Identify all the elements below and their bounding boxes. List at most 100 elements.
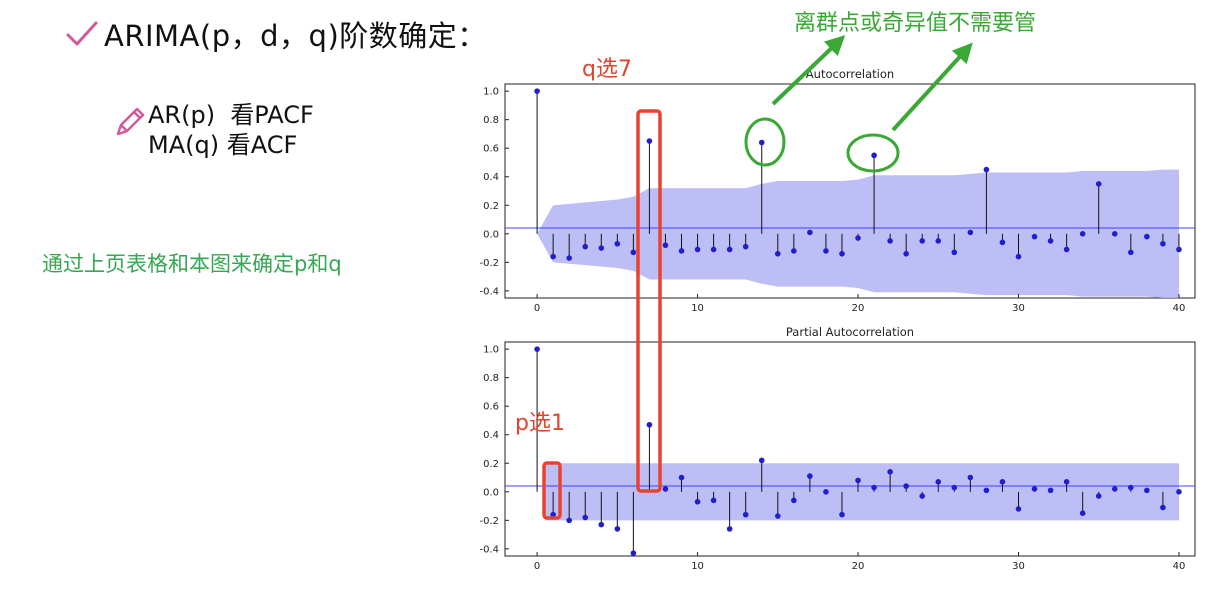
acf-point-lag-38	[1144, 233, 1150, 240]
pacf-xtick-label: 20	[852, 561, 865, 572]
acf-xtick-label: 40	[1173, 303, 1186, 314]
acf-point-lag-27	[967, 229, 974, 236]
pacf-point-lag-2	[566, 517, 572, 524]
pacf-point-lag-25	[935, 479, 942, 485]
pacf-point-lag-13	[742, 511, 749, 518]
pacf-plot: 1.0 0.8 0.6 0.4 0.2 0.0 -0.2 -0.4 0 10 20 30 40 Par…	[479, 325, 1196, 572]
pacf-point-lag-4	[598, 521, 605, 528]
pacf-ytick-label: 0.6	[483, 402, 499, 413]
pacf-point-lag-27	[967, 474, 974, 481]
acf-stems	[534, 88, 1182, 261]
pacf-point-lag-24	[919, 493, 926, 499]
acf-ytick-label: 0.8	[483, 115, 499, 126]
acf-xtick-label: 20	[852, 303, 865, 314]
pacf-point-lag-18	[823, 489, 829, 495]
outlier-arrow-2	[891, 42, 973, 132]
pacf-ytick-label: 0.4	[483, 430, 499, 441]
acf-point-lag-1	[550, 253, 556, 260]
q-highlight-box	[636, 109, 662, 493]
acf-point-lag-36	[1111, 231, 1118, 237]
pacf-xtick-label: 30	[1012, 561, 1025, 572]
pacf-point-lag-37	[1128, 484, 1134, 491]
acf-point-lag-20	[855, 235, 861, 241]
acf-point-lag-19	[839, 250, 845, 257]
acf-point-lag-40	[1176, 246, 1182, 253]
pacf-point-lag-34	[1079, 510, 1086, 516]
outlier-note: 离群点或奇异值不需要管	[794, 11, 1036, 36]
acf-point-lag-8	[662, 242, 669, 249]
pacf-point-lag-14	[758, 457, 765, 464]
pacf-confidence-band	[545, 463, 1179, 521]
pacf-ytick-label: -0.2	[479, 516, 499, 527]
acf-point-lag-37	[1128, 249, 1134, 256]
acf-point-lag-35	[1095, 181, 1102, 187]
pacf-point-lag-39	[1160, 504, 1166, 511]
slide-title: ARIMA(p，d，q)阶数确定：	[104, 19, 487, 53]
pacf-point-lag-23	[903, 483, 909, 489]
acf-point-lag-32	[1047, 238, 1054, 244]
pacf-point-lag-15	[774, 513, 781, 519]
acf-point-lag-0	[534, 88, 540, 94]
acf-point-lag-12	[726, 246, 733, 253]
slide-title-row: ARIMA(p，d，q)阶数确定：	[60, 8, 487, 60]
acf-ytick-label: 0.2	[483, 201, 499, 212]
acf-ytick-label: 0.4	[483, 172, 499, 183]
pacf-point-lag-7	[646, 421, 653, 428]
acf-point-lag-26	[951, 249, 958, 256]
pacf-point-lag-38	[1144, 487, 1150, 494]
pacf-frame	[504, 341, 1196, 557]
pacf-x-axis: 0 10 20 30 40	[534, 552, 1185, 572]
pacf-point-lag-21	[871, 484, 877, 491]
pacf-point-lag-35	[1095, 493, 1102, 499]
acf-point-lag-31	[1031, 233, 1038, 240]
acf-point-lag-13	[742, 243, 749, 250]
pacf-point-lag-9	[678, 474, 685, 481]
acf-xtick-label: 10	[691, 303, 704, 314]
acf-point-lag-17	[807, 229, 813, 236]
pencil-icon	[116, 107, 145, 136]
acf-point-lag-2	[566, 255, 572, 261]
acf-point-lag-5	[614, 240, 621, 247]
order-rule-bullet: AR(p) 看PACF MA(q) 看ACF	[112, 100, 314, 160]
outlier-circle-lag-21	[846, 133, 900, 173]
acf-point-lag-11	[710, 246, 717, 253]
acf-point-lag-23	[903, 250, 909, 257]
pacf-point-lag-11	[710, 497, 717, 504]
pacf-point-lag-33	[1063, 479, 1070, 485]
pacf-point-lag-3	[582, 514, 589, 521]
acf-point-lag-21	[871, 152, 877, 159]
p-choice-label: p选1	[515, 411, 565, 436]
acf-point-lag-4	[598, 245, 605, 251]
pacf-point-lag-10	[694, 498, 701, 505]
p-highlight-box	[542, 461, 562, 520]
pacf-point-lag-17	[807, 473, 813, 479]
pacf-point-lag-32	[1047, 487, 1054, 494]
acf-point-lag-15	[774, 250, 781, 257]
pacf-point-lag-8	[662, 486, 669, 492]
acf-point-lag-9	[678, 248, 685, 254]
acf-point-lag-3	[582, 243, 589, 250]
acf-ytick-label: -0.4	[479, 286, 499, 297]
pacf-point-lag-31	[1031, 486, 1038, 492]
acf-ytick-label: 0.0	[483, 229, 499, 240]
pacf-title: Partial Autocorrelation	[786, 325, 914, 339]
acf-title: Autocorrelation	[806, 67, 894, 81]
pacf-xtick-label: 40	[1173, 561, 1186, 572]
pacf-point-lag-19	[839, 511, 845, 518]
acf-ytick-label: 0.6	[483, 144, 499, 155]
acf-point-lag-6	[630, 249, 637, 256]
acf-point-lag-14	[758, 139, 765, 146]
acf-ytick-label: 1.0	[483, 87, 499, 98]
acf-point-lag-34	[1079, 231, 1086, 237]
outlier-arrow-1	[771, 35, 846, 106]
pacf-point-lag-26	[951, 484, 958, 491]
pacf-xtick-label: 0	[534, 561, 540, 572]
acf-point-lag-29	[999, 239, 1006, 246]
acf-y-axis: 1.0 0.8 0.6 0.4 0.2 0.0 -0.2 -0.4	[479, 87, 509, 297]
acf-point-lag-28	[983, 166, 990, 173]
pacf-y-axis: 1.0 0.8 0.6 0.4 0.2 0.0 -0.2 -0.4	[479, 345, 509, 555]
pacf-band-area	[545, 463, 1179, 521]
pacf-point-lag-36	[1111, 486, 1118, 492]
pacf-point-lag-40	[1176, 489, 1182, 495]
pacf-point-lag-28	[983, 487, 990, 494]
